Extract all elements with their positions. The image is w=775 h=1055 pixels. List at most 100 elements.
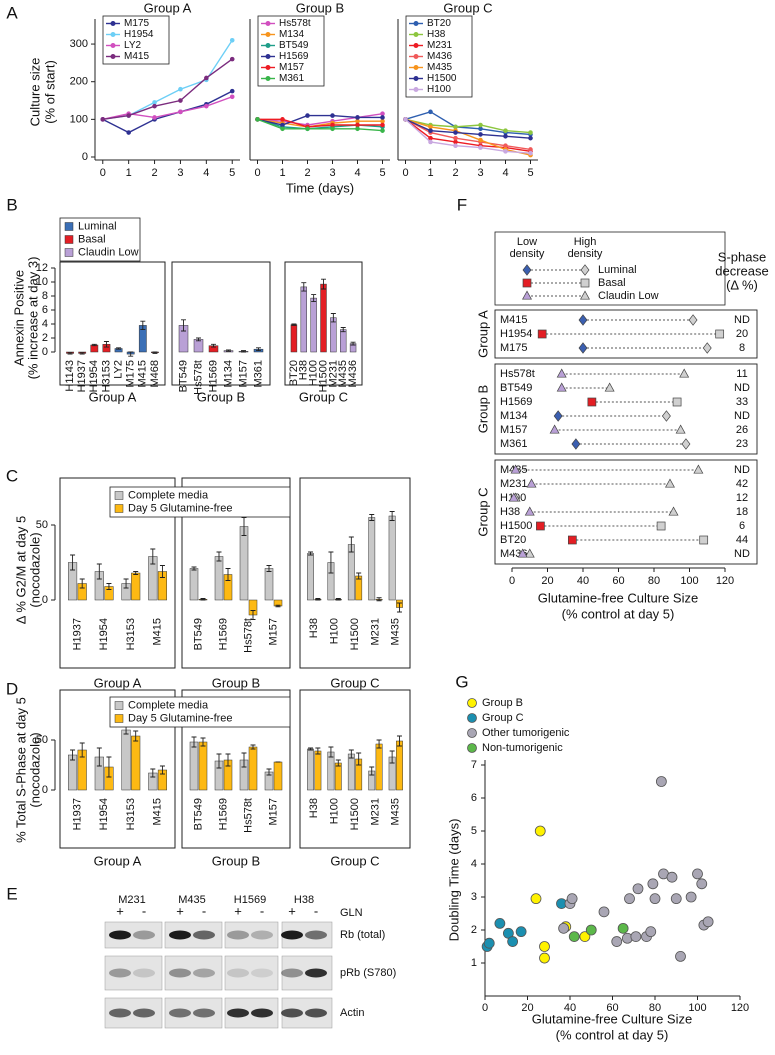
legend-box [494, 231, 726, 306]
point [255, 117, 260, 122]
x-tick-label: 5 [229, 167, 235, 179]
legend-box [59, 217, 141, 262]
x-tick-label: H3153 [125, 798, 137, 830]
panel-letter: B [6, 195, 17, 214]
y-tick-label: 0 [42, 346, 48, 358]
point [649, 893, 661, 905]
low-density-marker [578, 342, 588, 354]
bar [347, 544, 355, 601]
legend-label: M415 [124, 51, 149, 62]
point [503, 128, 508, 133]
s-phase-value: 8 [739, 342, 745, 354]
point [204, 103, 209, 109]
x-tick-label: H1937 [71, 798, 83, 830]
point [428, 124, 433, 130]
s-phase-value: 26 [736, 424, 748, 436]
error-bar [225, 568, 231, 581]
s-phase-value: 18 [736, 506, 748, 518]
low-density-marker [537, 329, 547, 339]
x-tick-label: H3153 [100, 360, 112, 392]
y-tick-label: 50 [36, 734, 48, 746]
point [280, 122, 285, 128]
y-axis-label: Annexin Positive [11, 270, 26, 366]
point [380, 128, 385, 133]
error-bar [328, 551, 334, 574]
point [428, 139, 433, 145]
panel-frame [181, 689, 291, 849]
error-bar [70, 554, 76, 571]
x-tick-label: 5 [527, 167, 533, 179]
legend-label: M436 [427, 51, 452, 62]
bar [300, 286, 307, 353]
bar [396, 740, 403, 791]
point [675, 951, 686, 962]
x-tick-label: H38 [308, 618, 320, 638]
point [539, 952, 550, 964]
error-bar [335, 759, 341, 767]
legend-label: Day 5 Glutamine-free [128, 502, 233, 514]
point [178, 86, 183, 92]
legend-marker [413, 76, 419, 81]
bar [347, 753, 355, 791]
legend-label: H38 [427, 29, 446, 40]
x-tick-label: M157 [267, 618, 279, 646]
point [503, 133, 508, 139]
legend-box [109, 486, 291, 518]
row-label: Rb (total) [340, 929, 385, 941]
x-tick-label: 4 [203, 167, 209, 179]
point [645, 926, 657, 938]
point [696, 878, 708, 890]
legend-marker [467, 698, 477, 708]
legend-label: M361 [279, 73, 304, 84]
error-bar [79, 352, 85, 355]
high-density-marker [604, 382, 615, 392]
error-bar [328, 746, 334, 758]
error-bar [133, 730, 139, 742]
low-density-marker [556, 382, 567, 392]
y-tick-label: 7 [471, 759, 477, 771]
high-density-marker [675, 424, 686, 434]
x-tick-label: 100 [680, 575, 698, 587]
x-tick-label: H1937 [71, 618, 83, 650]
x-tick-label: LY2 [112, 360, 124, 379]
legend-marker [110, 43, 116, 48]
blot-strip [224, 921, 279, 949]
panel-letter: G [455, 672, 468, 691]
series-line [257, 114, 383, 126]
group-label: Group B [475, 385, 490, 433]
series-line [257, 118, 383, 128]
error-bar [96, 563, 102, 580]
error-bar [348, 749, 354, 759]
panel-frame [284, 261, 363, 386]
point [655, 776, 667, 787]
point [617, 922, 629, 934]
legend-marker [580, 278, 590, 288]
panel-letter: E [6, 884, 17, 903]
series-line [405, 118, 531, 151]
bar [368, 517, 376, 601]
point [152, 100, 157, 105]
x-tick-label: H1954 [98, 798, 110, 830]
point [100, 117, 106, 122]
high-density-marker [661, 410, 671, 422]
panel-frame [299, 689, 411, 849]
error-bar [315, 598, 321, 601]
blot-band [251, 968, 273, 978]
point [355, 118, 360, 124]
legend-marker [413, 32, 419, 37]
error-bar [150, 548, 156, 565]
legend-marker [265, 65, 271, 70]
x-tick-label: BT20 [288, 360, 300, 386]
point [568, 931, 580, 942]
legend-marker [265, 54, 271, 59]
blot-band [281, 968, 303, 978]
low-density-marker [510, 464, 521, 474]
error-bar [348, 536, 354, 553]
error-bar [200, 598, 206, 601]
panel-frame [299, 477, 411, 669]
legend-marker [413, 87, 419, 92]
x-tick-label: M468 [149, 360, 161, 388]
error-bar [396, 602, 402, 613]
point [229, 94, 235, 100]
x-tick-label: 1 [126, 167, 132, 179]
